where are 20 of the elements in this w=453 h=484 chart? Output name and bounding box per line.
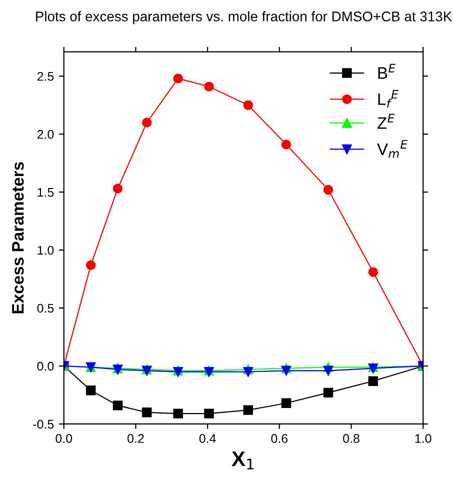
legend-label: Z$^{E}$ (377, 114, 395, 129)
x-tick-label: 0.6 (271, 434, 288, 443)
x-tick-label: 0.4 (199, 434, 216, 443)
y-tick-label: 1.0 (38, 246, 54, 255)
x-axis-title: X$_{1}$ (232, 452, 254, 470)
legend-label: V$_{m}$$^{E}$ (377, 140, 408, 158)
y-tick-label: -0.5 (33, 420, 54, 429)
y-tick-label: 0.0 (37, 362, 54, 371)
y-tick-label: 0.5 (37, 304, 54, 313)
x-tick-label: 0.0 (56, 434, 72, 443)
x-tick-label: 1.0 (415, 434, 432, 443)
y-tick-label: 2.0 (37, 130, 54, 139)
chart-title: Plots of excess parameters vs. mole fraction for DMSO+CB at 313K (36, 11, 452, 24)
legend-label: B$^{E}$ (378, 64, 396, 79)
legend-label: L$_{f}$$^{E}$ (378, 90, 398, 108)
y-axis-title: Excess Parameters (12, 162, 24, 314)
y-tick-label: 2.5 (37, 72, 54, 81)
x-tick-label: 0.8 (343, 434, 360, 443)
x-tick-label: 0.2 (128, 434, 144, 443)
y-tick-label: 1.5 (38, 188, 54, 197)
